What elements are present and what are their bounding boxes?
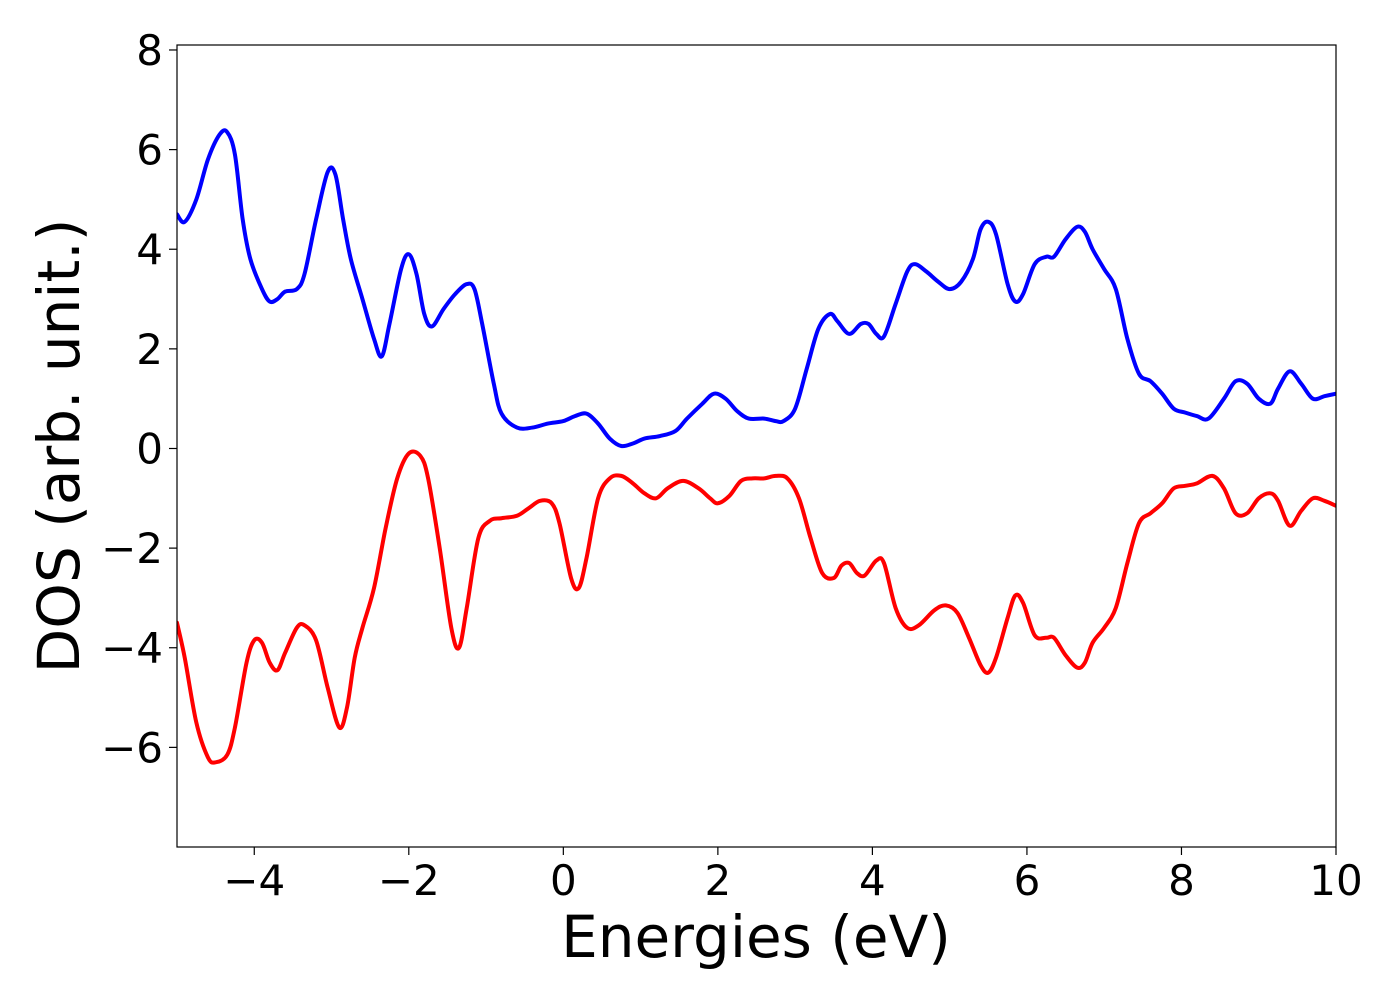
x-axis-label: Energies (eV) — [561, 903, 951, 971]
y-tick-label: −4 — [101, 624, 163, 673]
x-tick-label: 6 — [1014, 856, 1041, 905]
y-tick-label: 4 — [136, 225, 163, 274]
x-tick-label: 2 — [704, 856, 731, 905]
y-tick-label: 8 — [136, 26, 163, 75]
series-line-blue — [177, 128, 1336, 449]
x-tick-label: −4 — [223, 856, 285, 905]
y-axis-ticks: −6 −4 −2 0 2 4 6 8 — [101, 26, 177, 772]
y-tick-label: −2 — [101, 524, 163, 573]
y-tick-label: 6 — [136, 126, 163, 175]
x-tick-label: 4 — [859, 856, 886, 905]
x-tick-label: 0 — [550, 856, 577, 905]
plot-frame — [176, 44, 1337, 848]
x-axis-ticks: −4 −2 0 2 4 6 8 10 — [223, 847, 1363, 905]
y-tick-label: 0 — [136, 424, 163, 473]
series-layer — [177, 128, 1336, 765]
x-tick-label: 10 — [1309, 856, 1362, 905]
x-tick-label: 8 — [1168, 856, 1195, 905]
series-line-red — [177, 449, 1336, 765]
y-axis-label: DOS (arb. unit.) — [25, 219, 93, 674]
x-tick-label: −2 — [378, 856, 440, 905]
y-tick-label: −6 — [101, 723, 163, 772]
y-tick-label: 2 — [136, 325, 163, 374]
